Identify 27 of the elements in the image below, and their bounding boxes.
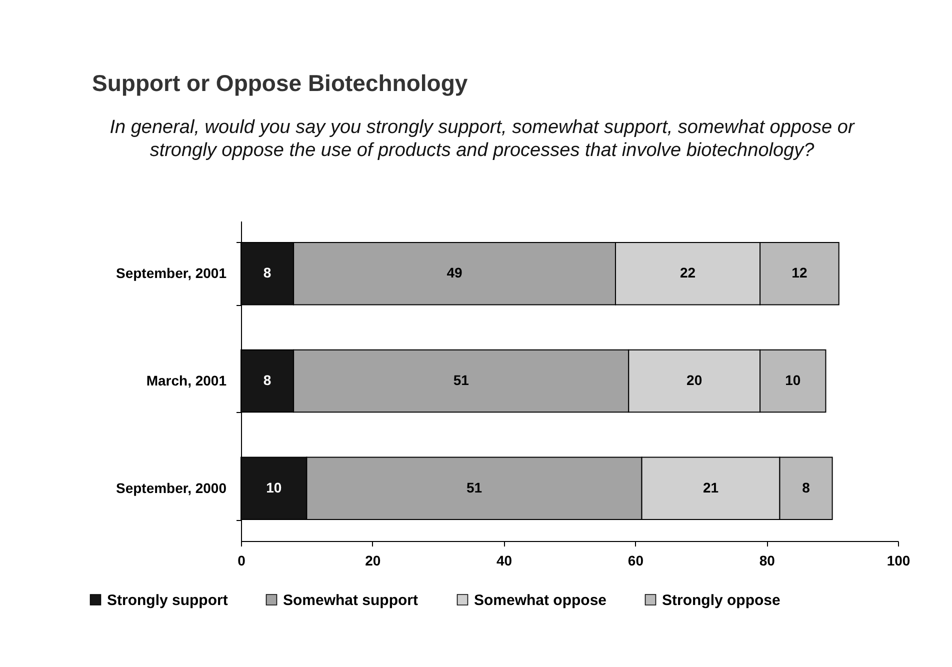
x-tick-label: 0 xyxy=(238,552,246,568)
data-label: 51 xyxy=(466,479,482,496)
data-label: 8 xyxy=(802,479,810,496)
chart-subtitle: In general, would you say you strongly support, somewhat support, somewhat oppose or strongly oppose the use of products and processes that involve biotechnology? xyxy=(110,117,855,161)
x-tick-label: 60 xyxy=(628,552,644,568)
data-label: 10 xyxy=(266,479,282,496)
y-tick-label: September, 2001 xyxy=(116,265,227,282)
data-label: 20 xyxy=(686,372,702,388)
y-tick-label: September, 2000 xyxy=(116,480,227,496)
data-label: 21 xyxy=(702,479,719,496)
legend-label: Strongly support xyxy=(107,592,228,609)
y-tick-label: March, 2001 xyxy=(146,372,227,388)
chart-title: Support or Oppose Biotechnology xyxy=(92,70,468,96)
x-tick-label: 40 xyxy=(496,552,512,568)
data-label: 12 xyxy=(792,264,808,281)
data-label: 8 xyxy=(263,372,272,388)
x-tick-label: 100 xyxy=(886,552,910,568)
data-label: 49 xyxy=(446,264,463,281)
legend-label: Somewhat oppose xyxy=(474,592,607,609)
data-label: 22 xyxy=(680,264,696,281)
data-label: 8 xyxy=(263,264,272,281)
data-label: 51 xyxy=(453,372,470,388)
data-label: 10 xyxy=(785,372,801,388)
legend-label: Strongly oppose xyxy=(662,592,780,609)
legend-label: Somewhat support xyxy=(283,592,418,609)
x-tick-label: 80 xyxy=(759,552,776,568)
x-tick-label: 20 xyxy=(365,552,381,568)
